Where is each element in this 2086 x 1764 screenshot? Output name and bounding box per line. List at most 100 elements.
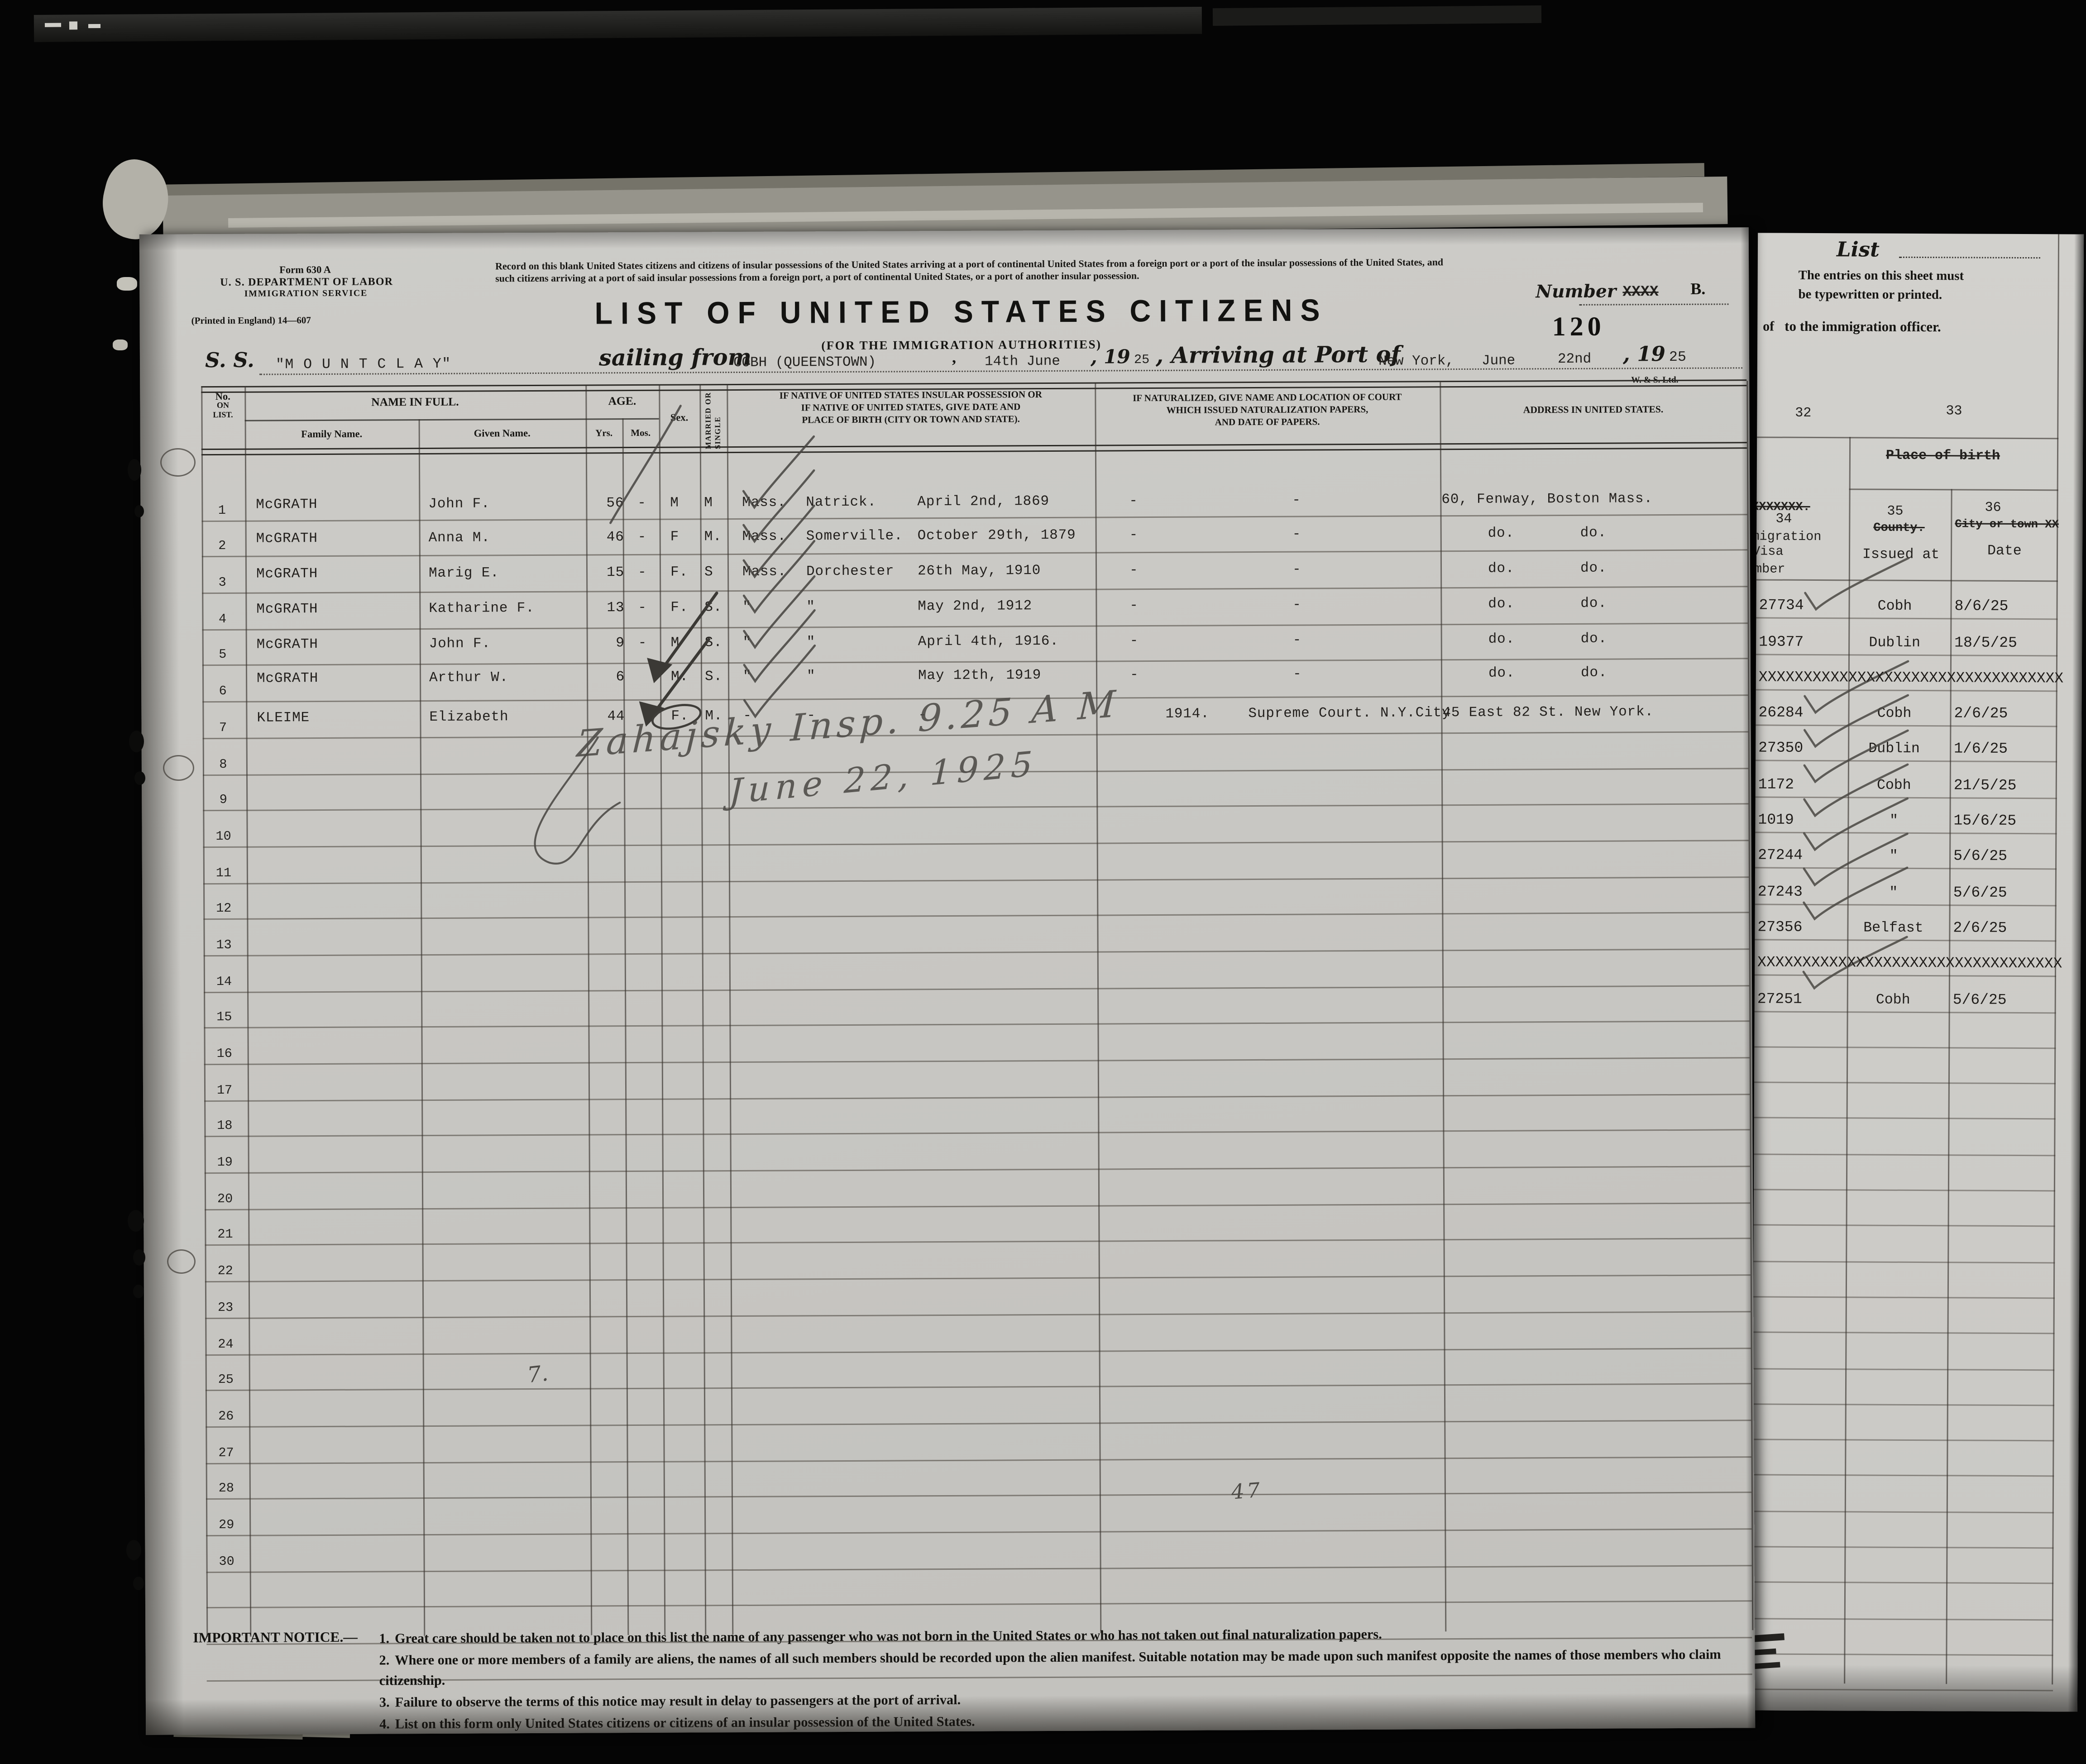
row-number: 13 <box>216 937 232 952</box>
age-years: 9 <box>616 636 625 652</box>
notice-item-text: Great care should be taken not to place … <box>394 1627 1382 1647</box>
birth-place-header: IF NATIVE OF UNITED STATES INSULAR POSSE… <box>779 389 1042 426</box>
sailing-from-label: sailing from <box>598 344 752 371</box>
page-title: LIST OF UNITED STATES CITIZENS <box>594 293 1328 331</box>
arrival-year: 25 <box>1669 349 1686 367</box>
list-dotted-line <box>1899 241 2041 259</box>
birth-date: May 2nd, 1912 <box>918 598 1033 616</box>
address-value: 60, Fenway, Boston Mass. <box>1441 491 1653 509</box>
age-months: - <box>637 529 647 546</box>
table-row: 10 <box>203 804 1749 848</box>
address-ditto: do. <box>1488 631 1515 648</box>
given-name-header: Given Name. <box>474 427 531 440</box>
punch-hole <box>133 1249 145 1266</box>
row-number: 10 <box>215 828 231 844</box>
birth-date: May 12th, 1919 <box>918 668 1042 685</box>
visa-row: 27734 Cobh 8/6/25 <box>1756 583 2058 621</box>
visa-number: 19377 <box>1759 634 1804 651</box>
col-32-number: 32 <box>1795 406 1812 422</box>
sex: M <box>670 495 679 512</box>
family-name: McGRATH <box>256 497 318 514</box>
row-number: 30 <box>219 1553 234 1568</box>
address-ditto: do. <box>1488 561 1515 578</box>
arrival-port: New York, <box>1378 354 1454 370</box>
birth-date: October 29th, 1879 <box>917 527 1076 545</box>
header-mid-rule <box>244 418 659 421</box>
yrs-header: Yrs. <box>595 428 613 439</box>
issued-at-value: Dublin <box>1869 635 1920 651</box>
row-number: 15 <box>216 1009 232 1025</box>
address-ditto: do. <box>1580 560 1607 577</box>
row-number: 18 <box>217 1119 233 1134</box>
page-number: 47 <box>1230 1477 1264 1505</box>
family-name: McGRATH <box>256 566 318 583</box>
visa-row <box>1753 1154 2056 1192</box>
sex: F <box>670 529 679 546</box>
issued-at-value <box>1838 1115 1947 1116</box>
family-name: McGRATH <box>256 637 318 654</box>
col-35-number: 35 <box>1887 505 1904 520</box>
table-row: 18 <box>204 1095 1750 1138</box>
pencil-ring <box>160 448 196 477</box>
arrival-month: June <box>1481 353 1516 370</box>
age-months: - <box>638 600 647 617</box>
col-34-number: 34 <box>1775 512 1792 528</box>
visa-number: 1019 <box>1758 813 1794 830</box>
torn-paper-bit <box>117 277 137 291</box>
name-in-full-header: NAME IN FULL. <box>371 394 459 409</box>
naturalization-header: IF NATURALIZED, GIVE NAME AND LOCATION O… <box>1133 392 1402 429</box>
birth-state: " <box>742 669 752 685</box>
naturalization-dash: - <box>1129 633 1139 650</box>
year-prefix: , 19 <box>1090 347 1130 369</box>
scan-edge-strip <box>33 6 1202 43</box>
header-bottom-rule <box>201 442 1747 456</box>
col-35-struck-label: County. <box>1873 521 1925 535</box>
visa-row: XXXXXXXXXXXXXXXXXXXXXXXXXXXXXXXXXX <box>1756 655 2063 692</box>
scan-edge-strip-2 <box>1212 5 1542 26</box>
table-row: 26 <box>205 1384 1751 1428</box>
visa-number: XXXXXXXXXXXXXXXXXXXXXXXXXXXXXXXXXX <box>1757 956 2062 974</box>
row-number: 23 <box>217 1300 234 1315</box>
issued-at-value: " <box>1889 884 1898 901</box>
visa-row <box>1753 1262 2055 1299</box>
sex: M <box>670 635 680 652</box>
age-months: - <box>638 635 647 652</box>
visa-row: XXXXXXXXXXXXXXXXXXXXXXXXXXXXXXXXXX <box>1754 940 2062 978</box>
visa-number: 26284 <box>1758 706 1804 722</box>
manifest-page: Form 630 A U. S. DEPARTMENT OF LABOR IMM… <box>139 227 1756 1735</box>
row-number: 19 <box>217 1155 233 1170</box>
age-years: 56 <box>606 496 624 512</box>
table-row: 22 <box>205 1239 1751 1283</box>
birth-city: Somerville. <box>806 528 903 545</box>
naturalization-dash: - <box>1292 632 1302 649</box>
row-number: 14 <box>216 973 232 989</box>
birth-city: " <box>806 635 816 651</box>
visa-row: 19377 Dublin 18/5/25 <box>1756 619 2058 656</box>
visa-number: 27734 <box>1759 598 1804 615</box>
sheet-edge-shadow <box>2067 234 2084 1712</box>
age-years: 13 <box>607 600 625 617</box>
visa-row <box>1752 1476 2054 1513</box>
punch-hole <box>128 1210 144 1232</box>
naturalization-dash: - <box>1129 563 1139 579</box>
visa-number: 27356 <box>1757 920 1803 937</box>
notice-item-number: 2. <box>379 1653 390 1668</box>
printed-note: (Printed in England) 14—607 <box>191 315 311 327</box>
issued-at-value: " <box>1889 849 1898 865</box>
naturalization-court: Supreme Court. N.Y.City <box>1248 705 1451 723</box>
issued-at-value: Dublin <box>1868 741 1920 759</box>
address-value: 45 East 82 St. New York. <box>1442 704 1654 722</box>
visa-row: 27356 Belfast 2/6/25 <box>1755 904 2057 942</box>
form-code: Form 630 A <box>279 263 331 276</box>
table-row: 29 <box>206 1493 1752 1536</box>
visa-row: 27251 Cobh 5/6/25 <box>1754 976 2056 1013</box>
age-months: - <box>637 495 646 512</box>
no-header: ON <box>216 402 229 411</box>
issued-at-value <box>1838 1186 1947 1187</box>
naturalization-dash: - <box>1292 666 1302 683</box>
year-prefix: , 19 <box>1622 342 1666 367</box>
punch-hole <box>133 1285 144 1298</box>
issued-at-value: Cobh <box>1877 706 1912 723</box>
visa-row: 26284 Cobh 2/6/25 <box>1756 690 2057 727</box>
given-name: John F. <box>428 496 490 513</box>
